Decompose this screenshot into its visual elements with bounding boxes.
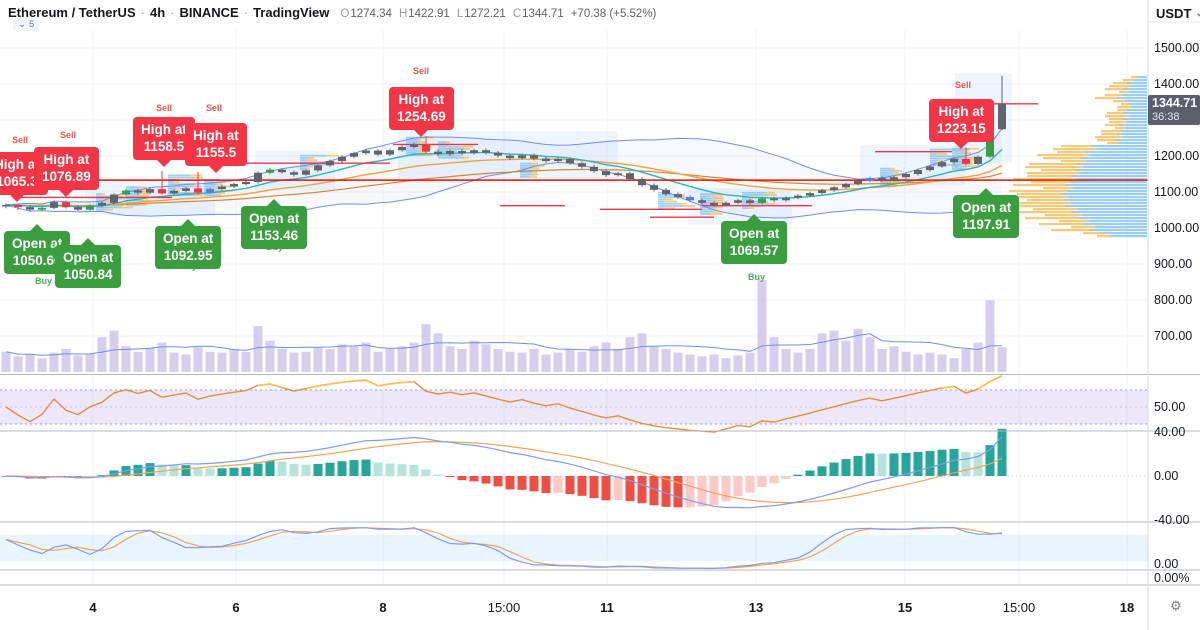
sell-signal-bubble[interactable]: High at 1158.5 (133, 117, 195, 166)
sell-marker-label: Sell (413, 66, 430, 76)
sell-signal-bubble[interactable]: High at 1223.15 (929, 99, 994, 148)
volume-bars (1, 280, 1007, 372)
buy-marker-label: Buy (35, 276, 53, 286)
current-price-badge: 1344.71 36:38 (1148, 95, 1200, 125)
time-axis-labels: 4 6 8 15:00 11 13 15 15:00 18 (89, 600, 1134, 615)
sell-signal-bubble[interactable]: High at 1076.89 (34, 147, 99, 196)
sell-marker-label: Sell (12, 135, 29, 145)
chevron-down-icon: ⌄ (1195, 8, 1200, 19)
change-value: +70.38 (+5.52%) (570, 8, 657, 20)
svg-text:0.00: 0.00 (1154, 557, 1178, 571)
svg-text:1500.00: 1500.00 (1154, 41, 1199, 55)
svg-text:8: 8 (379, 600, 386, 615)
sell-marker-label: Sell (206, 103, 223, 113)
svg-text:1200.00: 1200.00 (1154, 149, 1199, 163)
settings-gear-icon[interactable]: ⚙ (1170, 598, 1182, 613)
buy-signal-bubble[interactable]: Open at 1197.91 (953, 188, 1020, 238)
svg-text:11: 11 (600, 600, 614, 615)
sell-signal-bubble[interactable]: High at 1155.5 (185, 123, 247, 172)
sell-marker-label: Sell (60, 130, 77, 140)
svg-text:700.00: 700.00 (1154, 329, 1192, 343)
rsi-pane (0, 375, 1148, 433)
svg-text:1000.00: 1000.00 (1154, 221, 1199, 235)
svg-text:18: 18 (1120, 600, 1134, 615)
svg-text:40.00: 40.00 (1154, 425, 1185, 439)
svg-text:15:00: 15:00 (1003, 600, 1036, 615)
svg-text:800.00: 800.00 (1154, 293, 1192, 307)
bar-countdown: 36:38 (1152, 111, 1180, 123)
price-axis-labels: 1500.00 1400.00 1200.00 1100.00 1000.00 900.0… (1154, 41, 1199, 585)
indicators-collapsed-badge[interactable]: ⌄ 5 (13, 18, 40, 31)
bollinger-bands (5, 128, 1003, 219)
svg-text:-40.00: -40.00 (1154, 513, 1189, 527)
sell-marker-label: Sell (955, 80, 972, 90)
svg-text:15: 15 (898, 600, 912, 615)
svg-text:900.00: 900.00 (1154, 257, 1192, 271)
separator-dot: · (170, 5, 175, 20)
close-value: 1344.71 (522, 8, 564, 20)
price-axis-currency[interactable]: USDT ⌄ (1156, 6, 1200, 21)
svg-text:13: 13 (749, 600, 763, 615)
price-level-lines (0, 103, 1148, 218)
exchange-label: BINANCE (179, 5, 239, 20)
open-value: 1274.34 (350, 8, 392, 20)
interval-label[interactable]: 4h (149, 5, 166, 20)
buy-signal-bubble[interactable]: Open at 1092.95 (155, 219, 222, 269)
buy-signal-bubble[interactable]: Open at 1153.46 (241, 199, 308, 249)
low-value: 1272.21 (464, 8, 506, 20)
volume-profile (1001, 76, 1147, 238)
symbol-title[interactable]: Ethereum / TetherUS (8, 5, 136, 20)
svg-text:6: 6 (232, 600, 239, 615)
chevron-down-icon: ⌄ (18, 19, 26, 30)
sell-marker-label: Sell (156, 103, 173, 113)
platform-label: TradingView (253, 5, 330, 20)
separator-dot: · (140, 5, 145, 20)
buy-marker-label: Buy (748, 272, 766, 282)
ohlc-values: O1274.34 H1422.91 L1272.21 C1344.71 +70.… (340, 8, 657, 20)
candlesticks (2, 75, 1006, 212)
svg-text:1400.00: 1400.00 (1154, 77, 1199, 91)
volume-ma-line (5, 333, 1003, 356)
svg-text:50.00: 50.00 (1154, 400, 1185, 414)
chart-legend[interactable]: Ethereum / TetherUS · 4h · BINANCE · Tra… (8, 5, 656, 20)
indicators-count: 5 (28, 19, 35, 30)
high-value: 1422.91 (408, 8, 450, 20)
svg-text:0.00: 0.00 (1154, 469, 1178, 483)
buy-signal-bubble[interactable]: Open at 1050.84 (55, 238, 122, 288)
macd-pane (0, 428, 1148, 509)
sell-signal-bubble[interactable]: High at 1254.69 (389, 87, 454, 136)
svg-text:1100.00: 1100.00 (1154, 185, 1198, 199)
stochastic-pane (0, 526, 1148, 570)
buy-signal-bubble[interactable]: Open at 1069.57 (721, 214, 788, 264)
svg-text:4: 4 (89, 600, 97, 615)
svg-text:0.00%: 0.00% (1154, 571, 1189, 585)
separator-dot: · (243, 5, 249, 20)
svg-text:15:00: 15:00 (488, 600, 521, 615)
last-price: 1344.71 (1152, 96, 1198, 110)
